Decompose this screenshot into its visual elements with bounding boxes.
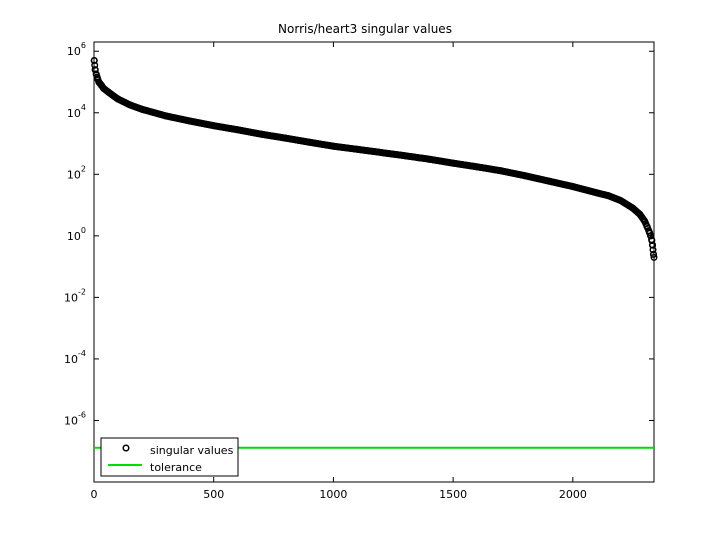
singular-value-point [650,250,658,258]
singular-value-point [605,192,613,200]
legend-label-singular-values: singular values [150,444,234,457]
singular-value-point [138,105,146,113]
singular-value-point [114,95,122,103]
y-tick-label: 100 [67,226,86,243]
singular-value-point [401,152,409,160]
singular-value-point [593,189,601,197]
y-tick-label: 106 [67,41,86,58]
x-tick-label: 2000 [559,488,587,501]
legend-marker-singular-values [122,444,130,452]
singular-value-point [569,183,577,191]
singular-value-point [650,253,658,261]
singular-value-point [353,145,361,153]
singular-value-point [109,92,117,100]
singular-value-point [234,126,242,134]
series-layer [90,56,658,449]
singular-value-point [425,155,433,163]
singular-value-point [94,74,102,82]
singular-value-point [186,117,194,125]
y-tick-exponent: 4 [81,103,86,112]
legend-label-tolerance: tolerance [150,461,202,474]
singular-value-point [258,130,266,138]
y-tick-exponent: 2 [81,164,86,173]
y-tick-exponent: -4 [78,349,86,358]
singular-value-point [210,122,218,130]
singular-value-point [643,223,651,231]
singular-value-point [377,149,385,157]
singular-value-point [521,172,529,180]
y-tick-exponent: -6 [78,410,86,419]
x-tick-label: 0 [91,488,98,501]
singular-value-point [100,84,108,92]
y-tick-exponent: -2 [78,287,86,296]
plot-area [93,41,655,483]
singular-value-point [641,217,649,225]
singular-value-point [649,241,657,249]
y-tick-label: 10-2 [64,287,86,304]
singular-value-point [90,56,98,64]
singular-value-point [473,163,481,171]
y-tick-label: 10-4 [64,349,86,366]
singular-value-point [629,204,637,212]
chart-title: Norris/heart3 singular values [278,22,452,36]
singular-value-point [162,112,170,120]
y-tick-label: 104 [67,103,86,120]
singular-value-point [91,61,99,69]
y-tick-exponent: 6 [81,41,86,50]
x-axis-ticks: 0 500 1000 1500 2000 [91,42,587,501]
singular-value-point [648,237,656,245]
singular-value-point [545,177,553,185]
x-tick-label: 500 [203,488,224,501]
x-tick-label: 1000 [319,488,347,501]
singular-value-point [649,246,657,254]
y-tick-label: 10-6 [64,410,86,427]
singular-value-point [126,101,134,109]
singular-value-point [636,210,644,218]
singular-value-point [329,142,337,150]
x-tick-label: 1500 [439,488,467,501]
legend: singular values tolerance [100,437,239,477]
y-tick-exponent: 0 [81,226,86,235]
singular-value-point [92,71,100,79]
singular-value-point [282,134,290,142]
singular-value-point [617,197,625,205]
singular-value-point [104,88,112,96]
legend-box [100,437,239,477]
y-tick-label: 102 [67,164,86,181]
singular-value-point [645,228,653,236]
singular-value-point [449,159,457,167]
singular-value-point [497,167,505,175]
singular-value-point [305,138,313,146]
